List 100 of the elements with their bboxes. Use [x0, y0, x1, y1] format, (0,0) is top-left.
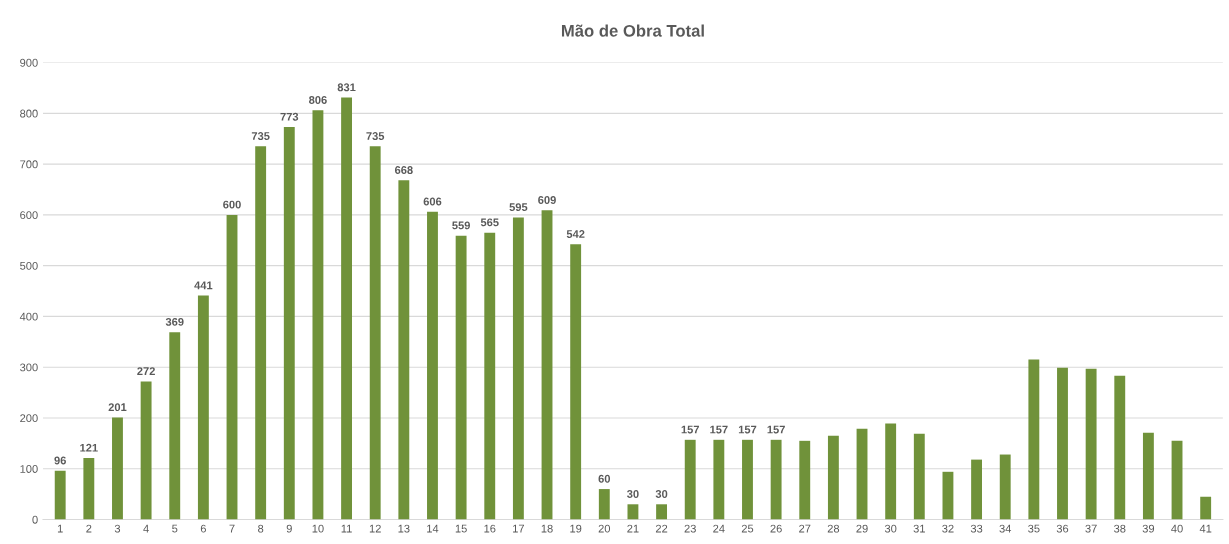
x-tick-label: 8 [258, 524, 264, 533]
x-tick-label: 37 [1085, 524, 1097, 533]
x-tick-label: 1 [57, 524, 63, 533]
data-label: 157 [710, 425, 728, 434]
data-label: 272 [137, 367, 155, 375]
data-label: 30 [627, 490, 639, 498]
x-tick-label: 16 [484, 524, 496, 533]
bar [169, 332, 181, 520]
y-tick-label: 200 [20, 414, 38, 423]
bar [369, 146, 381, 520]
data-label: 96 [54, 456, 66, 465]
y-tick-label: 400 [19, 312, 38, 321]
x-tick-label: 40 [1171, 524, 1183, 533]
bar [1028, 359, 1040, 520]
bar [799, 440, 811, 520]
chart-title: Mão de Obra Total [561, 24, 704, 37]
x-tick-label: 25 [741, 524, 754, 533]
y-tick-label: 800 [20, 109, 38, 118]
data-label: 735 [366, 132, 385, 140]
x-tick-label: 17 [513, 524, 525, 533]
x-tick-label: 7 [229, 524, 235, 533]
x-tick-label: 6 [200, 524, 206, 533]
bar [1171, 440, 1183, 520]
x-tick-label: 20 [598, 524, 611, 533]
bar [713, 439, 725, 520]
x-tick-label: 23 [684, 524, 696, 533]
x-tick-label: 19 [570, 524, 582, 533]
x-tick-label: 38 [1114, 524, 1126, 533]
data-label: 201 [108, 403, 127, 412]
data-label: 773 [280, 112, 299, 121]
bar [484, 232, 496, 520]
x-tick-label: 22 [655, 524, 668, 533]
data-label: 668 [394, 166, 413, 174]
x-tick-label: 31 [913, 524, 925, 533]
bar [341, 97, 353, 520]
x-tick-label: 9 [286, 524, 292, 533]
data-label: 157 [681, 425, 699, 434]
bar [598, 489, 610, 520]
data-label: 595 [509, 203, 528, 212]
bar [971, 459, 983, 520]
x-tick-label: 34 [999, 524, 1012, 533]
x-tick-label: 35 [1028, 524, 1040, 533]
bar [885, 423, 897, 520]
bar [656, 504, 668, 520]
data-label: 157 [738, 425, 757, 434]
y-tick-label: 0 [32, 515, 38, 524]
x-tick-label: 27 [799, 524, 811, 533]
bar [1085, 368, 1097, 520]
x-tick-label: 18 [541, 524, 553, 533]
bar [312, 110, 324, 520]
bar [570, 244, 582, 520]
data-label: 831 [337, 83, 356, 92]
bar [913, 433, 925, 520]
y-tick-label: 700 [20, 160, 38, 169]
x-tick-label: 3 [114, 524, 121, 533]
x-tick-label: 36 [1056, 524, 1069, 533]
x-tick-label: 4 [143, 524, 149, 533]
x-tick-label: 39 [1142, 524, 1155, 533]
bar [627, 504, 639, 520]
bar [541, 210, 553, 520]
bar [83, 458, 95, 520]
bar [455, 235, 467, 520]
y-tick-label: 300 [20, 363, 38, 372]
data-label: 30 [655, 490, 668, 498]
bar [742, 439, 753, 520]
x-tick-label: 11 [341, 524, 352, 533]
bar [54, 470, 66, 520]
x-tick-label: 24 [713, 524, 725, 533]
bar [827, 435, 839, 520]
x-tick-label: 32 [942, 524, 954, 533]
data-label: 606 [423, 197, 442, 206]
bar [398, 180, 410, 520]
data-label: 60 [598, 474, 611, 483]
bar [427, 211, 438, 520]
data-label: 600 [223, 200, 241, 209]
x-tick-label: 2 [86, 524, 92, 533]
x-tick-label: 12 [369, 524, 381, 533]
y-tick-label: 600 [20, 211, 38, 220]
data-label: 121 [80, 443, 98, 452]
x-tick-label: 41 [1199, 524, 1212, 533]
bar [1057, 367, 1068, 520]
bar [112, 417, 123, 520]
x-tick-label: 33 [970, 524, 983, 533]
bar [770, 439, 782, 520]
bar [1142, 432, 1154, 520]
data-label: 441 [194, 281, 213, 290]
bar [1200, 496, 1212, 520]
bar [140, 381, 152, 520]
bar [226, 214, 238, 520]
x-tick-label: 5 [172, 524, 178, 533]
data-label: 559 [452, 221, 470, 230]
y-tick-label: 900 [20, 58, 38, 67]
x-tick-label: 29 [856, 524, 868, 533]
x-tick-label: 28 [827, 524, 840, 533]
x-tick-label: 30 [884, 524, 897, 533]
y-tick-label: 100 [20, 465, 38, 473]
data-label: 542 [566, 230, 585, 238]
x-tick-label: 13 [398, 524, 410, 533]
bar [684, 439, 696, 520]
bar [255, 146, 267, 520]
